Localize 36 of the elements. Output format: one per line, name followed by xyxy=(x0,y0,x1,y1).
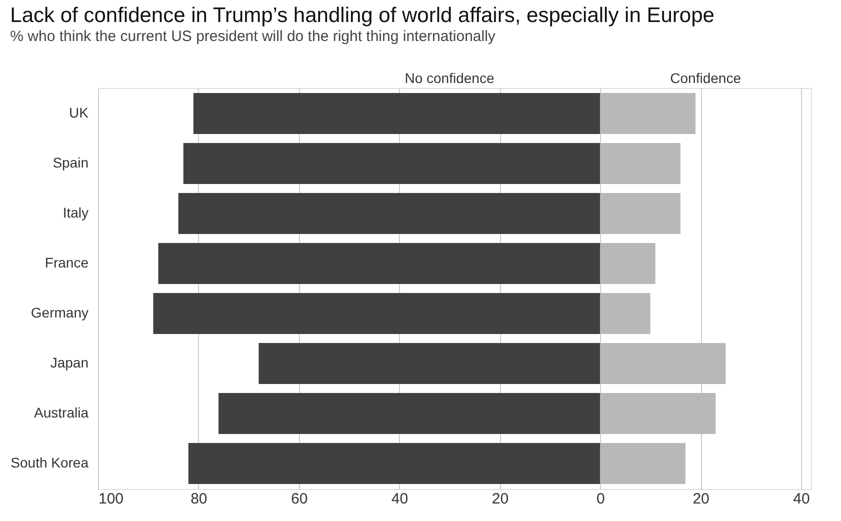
x-tick-label: 100 xyxy=(98,490,124,508)
x-tick-label: 20 xyxy=(492,490,509,508)
y-tick-label: UK xyxy=(69,104,90,120)
x-tick-label: 60 xyxy=(291,490,308,508)
series-label: No confidence xyxy=(404,70,494,86)
bar xyxy=(600,243,656,284)
bar xyxy=(258,343,600,384)
y-tick-label: Spain xyxy=(52,154,88,170)
bar xyxy=(600,193,680,234)
bar xyxy=(153,293,600,334)
chart-title: Lack of confidence in Trump’s handling of world affairs, especially in Europe xyxy=(10,4,714,27)
x-tick-label: 40 xyxy=(391,490,408,508)
x-tick-label: 80 xyxy=(190,490,208,508)
bar xyxy=(600,443,686,484)
bar xyxy=(178,193,600,234)
bar xyxy=(193,93,600,134)
bar xyxy=(183,143,600,184)
bar xyxy=(158,243,600,284)
bar xyxy=(600,293,650,334)
chart-subtitle: % who think the current US president will do the right thing internationally xyxy=(10,28,496,45)
bar xyxy=(218,393,600,434)
x-tick-label: 20 xyxy=(692,490,710,508)
y-tick-label: Italy xyxy=(62,204,88,220)
bar xyxy=(188,443,600,484)
series-label: Confidence xyxy=(670,70,742,86)
bar xyxy=(600,343,726,384)
y-tick-label: Germany xyxy=(30,304,88,320)
y-tick-label: Australia xyxy=(34,404,89,420)
bar xyxy=(600,93,696,134)
x-tick-label: 40 xyxy=(793,490,810,508)
y-tick-label: Japan xyxy=(50,354,88,370)
bar xyxy=(600,393,716,434)
bar xyxy=(600,143,680,184)
y-tick-label: France xyxy=(44,254,89,270)
x-tick-label: 0 xyxy=(596,490,605,508)
y-tick-label: South Korea xyxy=(10,454,89,470)
